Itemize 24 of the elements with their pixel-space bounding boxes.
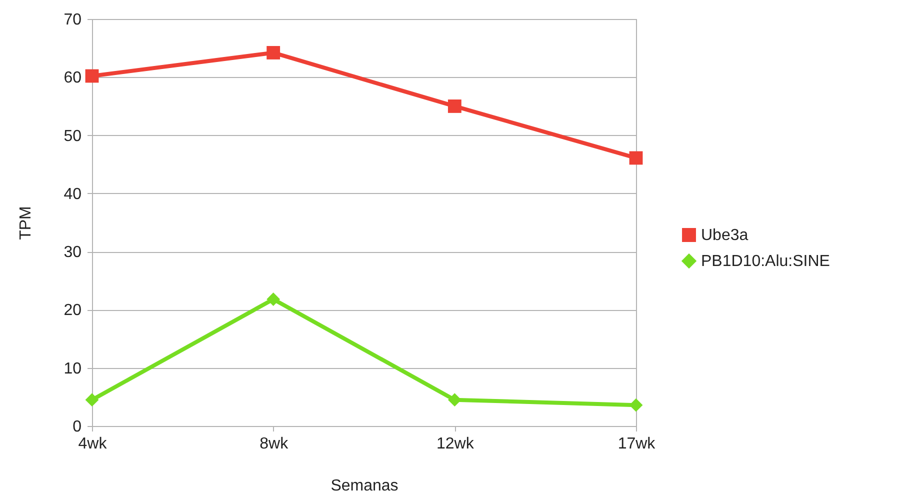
point xyxy=(266,46,280,60)
x-axis-title: Semanas xyxy=(330,478,398,494)
point xyxy=(629,398,643,412)
x-tick-label: 4wk xyxy=(78,436,108,452)
y-tick-label: 70 xyxy=(64,12,82,28)
y-tick-label: 50 xyxy=(64,128,82,145)
point xyxy=(85,393,99,407)
y-tick-label: 60 xyxy=(64,70,82,87)
y-tick-label: 30 xyxy=(64,244,82,262)
x-tick-label: 12wk xyxy=(436,436,475,452)
legend-label: Ube3a xyxy=(701,227,748,244)
point xyxy=(85,69,99,83)
y-tick-label: 0 xyxy=(72,418,82,436)
point xyxy=(629,151,643,165)
point xyxy=(266,292,280,306)
x-tick-label: 17wk xyxy=(618,436,656,452)
y-axis-title: TPM xyxy=(18,206,35,240)
x-tick-label: 8wk xyxy=(260,436,290,452)
y-tick-label: 40 xyxy=(64,186,82,203)
point xyxy=(448,393,462,407)
y-tick-label: 20 xyxy=(64,302,82,320)
legend-label: PB1D10:Alu:SINE xyxy=(701,253,830,270)
y-tick-label: 10 xyxy=(64,360,82,378)
point xyxy=(448,100,462,113)
